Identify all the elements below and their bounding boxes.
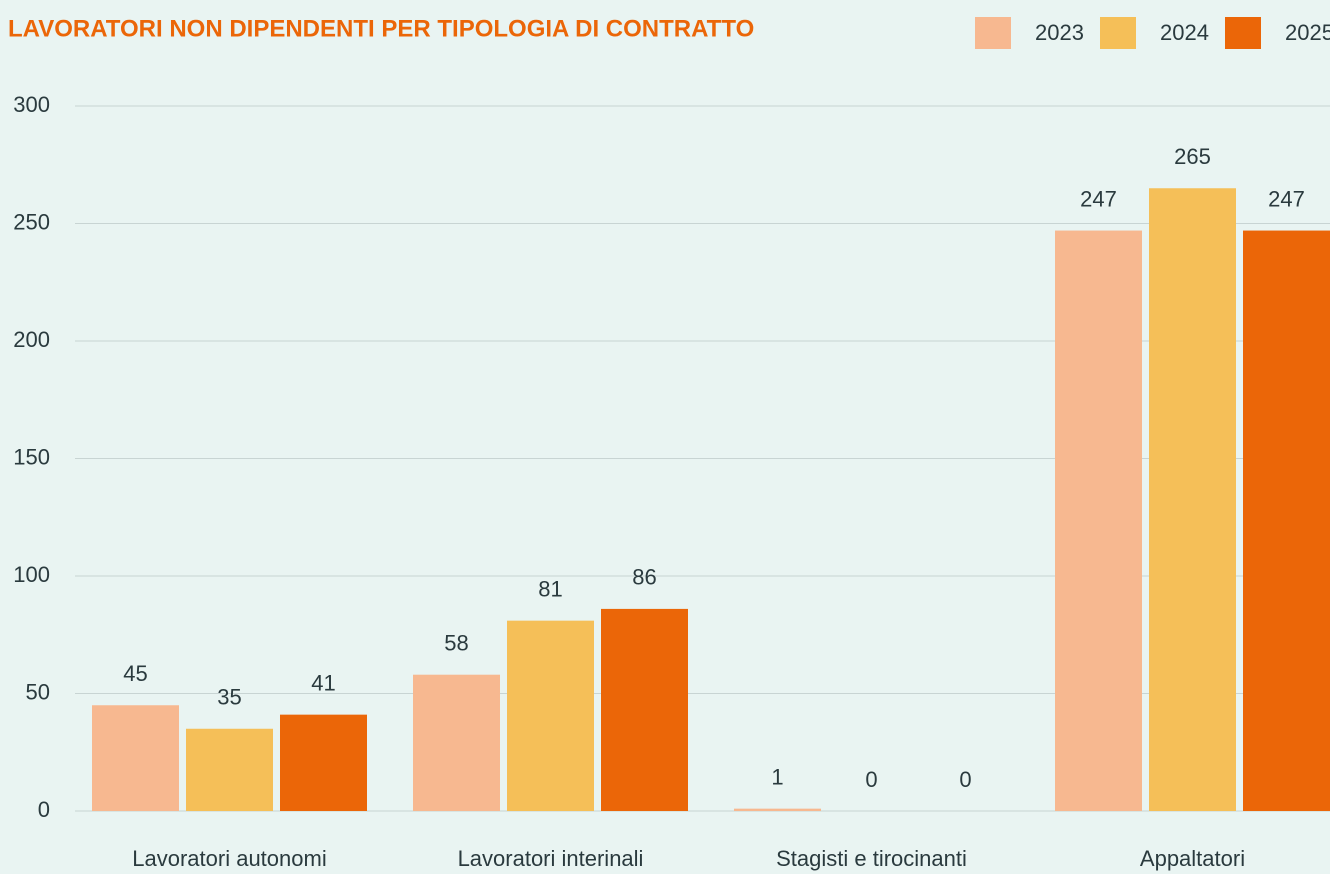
data-label: 0 [959,767,971,792]
legend-swatch [975,17,1011,49]
x-tick-label: Appaltatori [1140,846,1245,871]
data-label: 35 [217,685,241,710]
bar [507,620,594,811]
bar [1055,230,1142,812]
legend-swatch [1225,17,1261,49]
legend-swatch [1100,17,1136,49]
data-label: 247 [1080,186,1117,211]
data-label: 0 [865,767,877,792]
bar [413,674,500,811]
data-label: 41 [311,670,335,695]
bar [1149,188,1236,811]
data-label: 81 [538,576,562,601]
data-label: 45 [123,661,147,686]
data-label: 247 [1268,186,1305,211]
bar [601,608,688,811]
y-tick-label: 200 [13,327,50,352]
y-tick-label: 50 [26,679,50,704]
bar [186,728,273,811]
y-tick-label: 0 [38,797,50,822]
legend-label: 2024 [1160,20,1209,45]
data-label: 1 [771,764,783,789]
data-label: 86 [632,565,656,590]
legend-label: 2025 [1285,20,1330,45]
legend-label: 2023 [1035,20,1084,45]
x-tick-label: Stagisti e tirocinanti [776,846,967,871]
bar [1243,230,1330,812]
data-label: 58 [444,631,468,656]
y-tick-label: 300 [13,92,50,117]
bar [92,705,179,811]
bar [280,714,367,811]
bar [734,808,821,811]
y-tick-label: 250 [13,209,50,234]
x-tick-label: Lavoratori interinali [458,846,644,871]
data-label: 265 [1174,144,1211,169]
x-tick-label: Lavoratori autonomi [132,846,326,871]
y-tick-label: 100 [13,562,50,587]
chart-title: LAVORATORI NON DIPENDENTI PER TIPOLOGIA … [8,15,754,42]
y-tick-label: 150 [13,444,50,469]
